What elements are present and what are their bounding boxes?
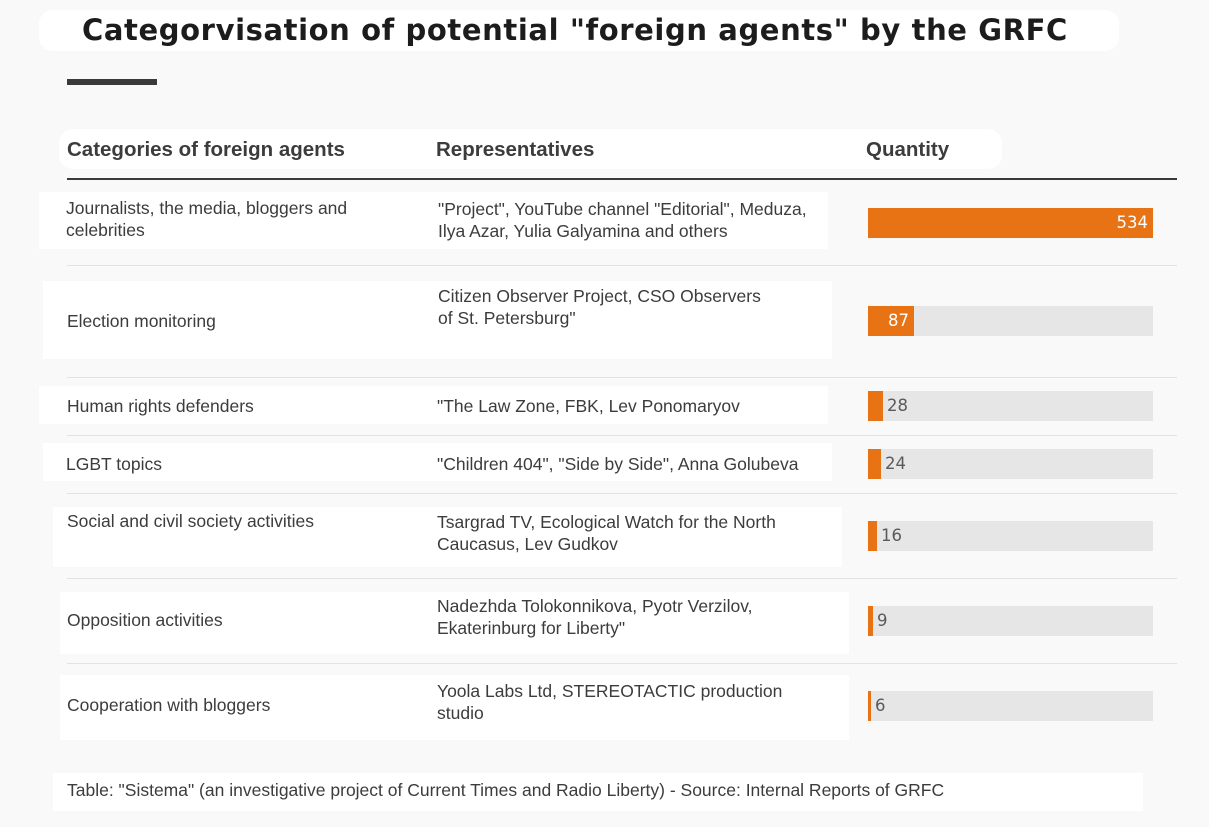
row-separator — [67, 265, 1177, 266]
bar-track: 6 — [868, 691, 1153, 721]
table-row — [60, 592, 849, 654]
table-row — [60, 675, 849, 740]
bar-value-label: 16 — [881, 526, 902, 545]
category-cell: Election monitoring — [67, 311, 216, 331]
table-row — [53, 507, 842, 567]
bar-value-label: 24 — [885, 454, 906, 473]
representatives-cell: Yoola Labs Ltd, STEREOTACTIC production … — [437, 681, 783, 723]
bar-track: 24 — [868, 449, 1153, 479]
bar-value-label: 87 — [888, 311, 909, 330]
row-separator — [67, 578, 1177, 579]
footer-background — [53, 773, 1143, 811]
table-row — [39, 386, 828, 424]
title-accent-rule — [67, 79, 157, 85]
representatives-cell: "Project", YouTube channel "Editorial", … — [438, 199, 807, 241]
bar — [868, 606, 873, 636]
bar-track: 87 — [868, 306, 1153, 336]
bar-track: 28 — [868, 391, 1153, 421]
bar-track: 16 — [868, 521, 1153, 551]
row-separator — [67, 493, 1177, 494]
chart-title: Categorvisation of potential "foreign ag… — [82, 13, 1068, 47]
column-header-category: Categories of foreign agents — [67, 138, 345, 161]
category-cell: Cooperation with bloggers — [67, 695, 271, 715]
bar — [868, 306, 914, 336]
table-row — [43, 281, 832, 359]
header-background — [59, 129, 1002, 169]
category-cell: Social and civil society activities — [67, 511, 315, 531]
representatives-cell: Tsargrad TV, Ecological Watch for the No… — [437, 512, 776, 554]
table-row — [43, 443, 832, 481]
column-header-representatives: Representatives — [436, 138, 595, 161]
column-header-quantity: Quantity — [866, 138, 950, 161]
bar-track: 9 — [868, 606, 1153, 636]
category-cell: Journalists, the media, bloggers and cel… — [66, 198, 348, 240]
table-row — [39, 192, 828, 249]
row-separator — [67, 663, 1177, 664]
bar — [868, 391, 883, 421]
category-cell: LGBT topics — [66, 454, 162, 474]
source-note: Table: "Sistema" (an investigative proje… — [67, 780, 945, 800]
category-cell: Human rights defenders — [67, 396, 254, 416]
representatives-cell: "Children 404", "Side by Side", Anna Gol… — [437, 454, 799, 474]
bar-value-label: 9 — [877, 611, 888, 630]
bar — [868, 449, 881, 479]
header-rule — [67, 178, 1177, 180]
bar-track: 534 — [868, 208, 1153, 238]
row-separator — [67, 377, 1177, 378]
representatives-cell: "The Law Zone, FBK, Lev Ponomaryov — [437, 396, 740, 416]
bar-value-label: 28 — [887, 396, 908, 415]
bar — [868, 521, 877, 551]
bar — [868, 208, 1153, 238]
bar — [868, 691, 871, 721]
representatives-cell: Citizen Observer Project, CSO Observers … — [438, 286, 761, 328]
bar-value-label: 534 — [1116, 213, 1149, 232]
category-cell: Opposition activities — [67, 610, 223, 630]
title-background — [39, 10, 1119, 51]
representatives-cell: Nadezhda Tolokonnikova, Pyotr Verzilov, … — [437, 596, 753, 638]
row-separator — [67, 435, 1177, 436]
bar-value-label: 6 — [875, 696, 886, 715]
